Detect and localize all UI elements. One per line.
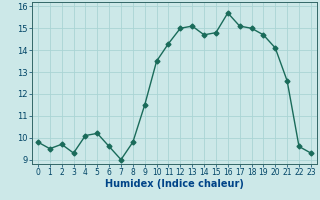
- X-axis label: Humidex (Indice chaleur): Humidex (Indice chaleur): [105, 179, 244, 189]
